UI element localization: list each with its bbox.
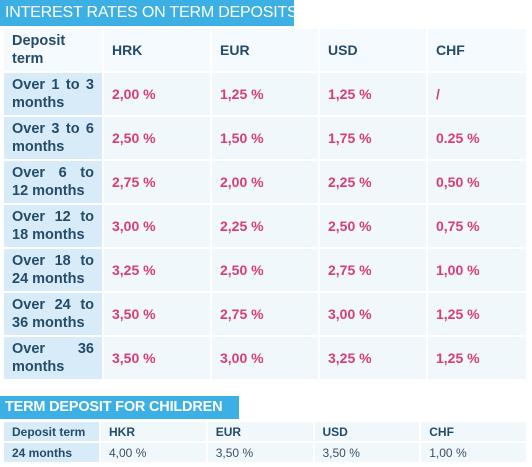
rate-hkr: 4,00 % [101,443,206,462]
section-title-term-deposits: INTEREST RATES ON TERM DEPOSITS [0,0,298,26]
rate-chf: 1,00 % [421,443,526,462]
rate-usd: 3,50 % [314,443,420,462]
header-eur: EUR [207,422,313,441]
row-term: 24 months [4,443,99,462]
rate-eur: 1,50 % [212,117,318,159]
rate-hrk: 2,00 % [104,73,210,115]
table-row: Over 36 months 3,50 % 3,00 % 3,25 % 1,25… [4,337,526,379]
rate-eur: 2,50 % [212,249,318,291]
table-header-row: Deposit term HRK EUR USD CHF [4,29,526,71]
header-chf: CHF [421,422,526,441]
table-row: 24 months 4,00 % 3,50 % 3,50 % 1,00 % [4,443,526,462]
rate-chf: 0,50 % [428,161,526,203]
rate-chf: 1,25 % [428,293,526,335]
rate-hrk: 3,50 % [104,337,210,379]
rate-chf: 0.25 % [428,117,526,159]
rate-usd: 2,50 % [320,205,426,247]
rate-hrk: 3,50 % [104,293,210,335]
header-hkr: HKR [101,422,206,441]
section-title-children-deposit: TERM DEPOSIT FOR CHILDREN [0,396,239,419]
rate-hrk: 2,50 % [104,117,210,159]
table-row: Over 1 to 3 months 2,00 % 1,25 % 1,25 % … [4,73,526,115]
rate-eur: 3,00 % [212,337,318,379]
children-deposit-table: Deposit term HKR EUR USD CHF 24 months 4… [2,420,528,464]
rate-usd: 2,25 % [320,161,426,203]
header-eur: EUR [212,29,318,71]
header-deposit-term: Deposit term [4,29,102,71]
header-chf: CHF [428,29,526,71]
header-usd: USD [314,422,420,441]
table-header-row: Deposit term HKR EUR USD CHF [4,422,526,441]
row-term: Over 6 to 12 months [4,161,102,203]
rate-hrk: 3,25 % [104,249,210,291]
rate-eur: 2,00 % [212,161,318,203]
rate-usd: 1,75 % [320,117,426,159]
header-usd: USD [320,29,426,71]
term-deposit-rates-table: Deposit term HRK EUR USD CHF Over 1 to 3… [2,27,528,381]
table-row: Over 3 to 6 months 2,50 % 1,50 % 1,75 % … [4,117,526,159]
rate-eur: 3,50 % [207,443,313,462]
rate-hrk: 2,75 % [104,161,210,203]
rate-eur: 2,25 % [212,205,318,247]
rate-eur: 2,75 % [212,293,318,335]
table-row: Over 18 to 24 months 3,25 % 2,50 % 2,75 … [4,249,526,291]
table-row: Over 24 to 36 months 3,50 % 2,75 % 3,00 … [4,293,526,335]
header-deposit-term: Deposit term [4,422,99,441]
rate-usd: 3,25 % [320,337,426,379]
row-term: Over 24 to 36 months [4,293,102,335]
rate-hrk: 3,00 % [104,205,210,247]
row-term: Over 1 to 3 months [4,73,102,115]
rate-chf: / [428,73,526,115]
rate-chf: 0,75 % [428,205,526,247]
header-hrk: HRK [104,29,210,71]
rate-eur: 1,25 % [212,73,318,115]
table-row: Over 12 to 18 months 3,00 % 2,25 % 2,50 … [4,205,526,247]
row-term: Over 36 months [4,337,102,379]
row-term: Over 12 to 18 months [4,205,102,247]
row-term: Over 18 to 24 months [4,249,102,291]
table-row: Over 6 to 12 months 2,75 % 2,00 % 2,25 %… [4,161,526,203]
row-term: Over 3 to 6 months [4,117,102,159]
rate-usd: 3,00 % [320,293,426,335]
rate-usd: 1,25 % [320,73,426,115]
rate-chf: 1,25 % [428,337,526,379]
rate-usd: 2,75 % [320,249,426,291]
rate-chf: 1,00 % [428,249,526,291]
